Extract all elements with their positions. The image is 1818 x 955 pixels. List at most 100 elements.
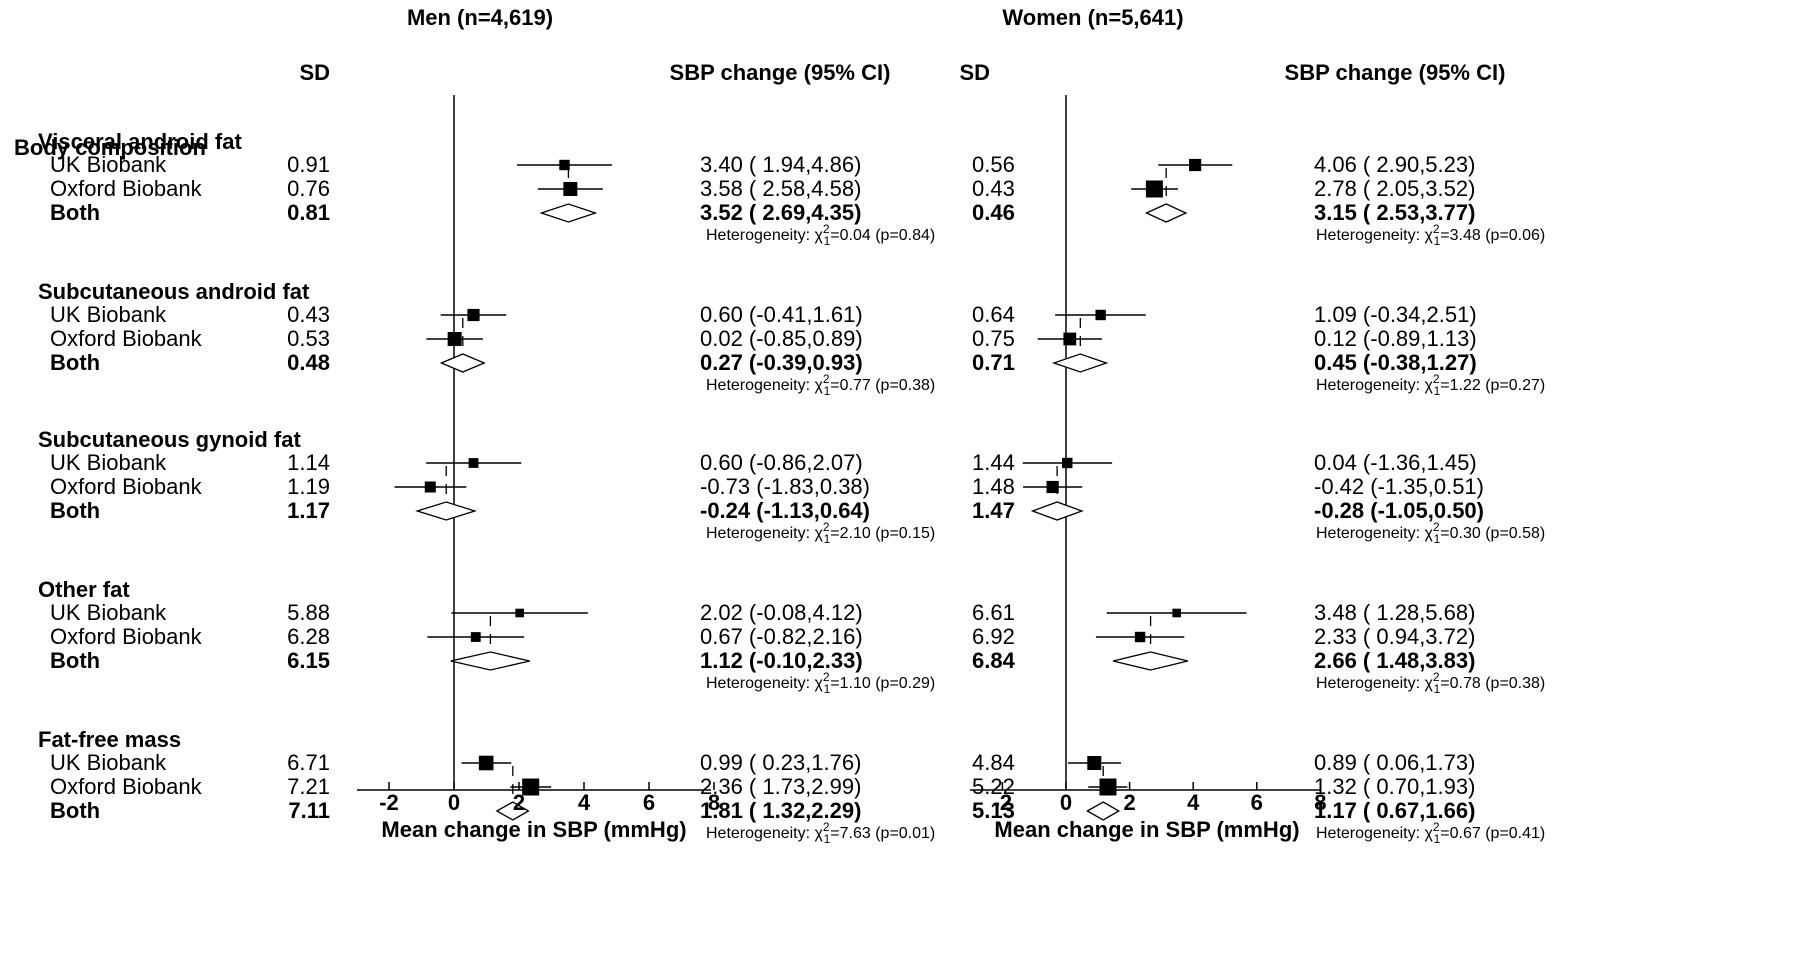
ci-value: 0.60 (-0.86,2.07) — [700, 450, 863, 475]
x-tick-label: 8 — [708, 790, 720, 815]
sd-value: 6.15 — [287, 648, 330, 673]
pooled-diamond — [1085, 801, 1121, 821]
row-label: UK Biobank — [50, 600, 167, 625]
pooled-diamond — [439, 353, 486, 373]
heterogeneity-text: Heterogeneity: χ2 1=3.48 (p=0.06) — [1316, 222, 1545, 248]
panel-title: Women (n=5,641) — [1002, 5, 1183, 30]
section-label: Visceral android fat — [38, 129, 242, 154]
ci-value: 1.32 ( 0.70,1.93) — [1314, 774, 1475, 799]
heterogeneity-text: Heterogeneity: χ2 1=7.63 (p=0.01) — [706, 820, 935, 846]
heterogeneity-text: Heterogeneity: χ2 1=0.78 (p=0.38) — [1316, 670, 1545, 696]
heterogeneity-text: Heterogeneity: χ2 1=2.10 (p=0.15) — [706, 520, 935, 546]
row-label: Oxford Biobank — [50, 774, 203, 799]
heterogeneity-text: Heterogeneity: χ2 1=0.04 (p=0.84) — [706, 222, 935, 248]
estimate-square — [424, 481, 436, 493]
estimate-square — [1087, 756, 1102, 770]
ci-value: 0.27 (-0.39,0.93) — [700, 350, 863, 375]
estimate-square — [563, 182, 578, 196]
sd-value: 1.19 — [287, 474, 330, 499]
ci-value: 2.02 (-0.08,4.12) — [700, 600, 863, 625]
row-label: UK Biobank — [50, 152, 167, 177]
x-tick-label: 2 — [1123, 790, 1135, 815]
sd-value: 6.61 — [972, 600, 1015, 625]
x-axis-label: Mean change in SBP (mmHg) — [994, 817, 1299, 842]
pooled-diamond — [495, 801, 530, 821]
section-label: Subcutaneous gynoid fat — [38, 427, 301, 452]
estimate-square — [1046, 480, 1059, 494]
category-header: Body composition — [14, 135, 206, 160]
row-label: Both — [50, 648, 100, 673]
estimate-square — [515, 608, 524, 618]
sd-value: 1.17 — [287, 498, 330, 523]
heterogeneity-text: Heterogeneity: χ2 1=0.77 (p=0.38) — [706, 372, 935, 398]
ci-value: 1.09 (-0.34,2.51) — [1314, 302, 1477, 327]
sd-value: 0.56 — [972, 152, 1015, 177]
heterogeneity-text: Heterogeneity: χ2 1=1.10 (p=0.29) — [706, 670, 935, 696]
row-label: UK Biobank — [50, 750, 167, 775]
estimate-square — [470, 632, 481, 642]
row-label: Oxford Biobank — [50, 474, 203, 499]
sd-value: 7.11 — [288, 798, 330, 823]
sd-value: 0.64 — [972, 302, 1015, 327]
row-label: Oxford Biobank — [50, 176, 203, 201]
x-tick-label: 6 — [1251, 790, 1263, 815]
sd-value: 7.21 — [287, 774, 330, 799]
row-label: Oxford Biobank — [50, 326, 203, 351]
pooled-diamond — [415, 501, 477, 521]
estimate-square — [1172, 608, 1181, 618]
ci-value: -0.28 (-1.05,0.50) — [1314, 498, 1484, 523]
estimate-square — [1189, 158, 1202, 172]
x-tick-label: -2 — [993, 790, 1013, 815]
panel-men: Men (n=4,619) SD SBP change (95% CI) Viscer… — [38, 5, 935, 846]
x-tick-label: 4 — [578, 790, 591, 815]
row-label: Both — [50, 798, 100, 823]
ci-value: -0.73 (-1.83,0.38) — [700, 474, 870, 499]
sd-value: 6.84 — [972, 648, 1016, 673]
estimate-square — [1063, 332, 1077, 346]
pooled-diamond — [539, 203, 598, 223]
ci-value: 0.67 (-0.82,2.16) — [700, 624, 863, 649]
estimate-square — [478, 755, 494, 771]
pooled-diamond — [450, 651, 530, 671]
estimate-square — [468, 458, 479, 468]
x-axis-label: Mean change in SBP (mmHg) — [381, 817, 686, 842]
sd-value: 6.28 — [287, 624, 330, 649]
row-label: Oxford Biobank — [50, 624, 203, 649]
sd-value: 6.92 — [972, 624, 1015, 649]
row-label: Both — [50, 498, 100, 523]
sd-value: 1.48 — [972, 474, 1015, 499]
x-tick-label: 6 — [643, 790, 655, 815]
estimate-square — [1145, 180, 1163, 198]
section-label: Subcutaneous android fat — [38, 279, 310, 304]
pooled-diamond — [1112, 651, 1188, 671]
ci-value: 2.78 ( 2.05,3.52) — [1314, 176, 1475, 201]
ci-value: 0.45 (-0.38,1.27) — [1314, 350, 1477, 375]
sd-value: 1.44 — [972, 450, 1015, 475]
pooled-diamond — [1051, 353, 1109, 373]
sd-value: 0.43 — [287, 302, 330, 327]
ci-value: 3.48 ( 1.28,5.68) — [1314, 600, 1475, 625]
panel-women: Women (n=5,641) SD SBP change (95% CI) 0.56… — [959, 5, 1545, 846]
estimate-square — [447, 332, 462, 346]
pooled-diamond — [1030, 501, 1084, 521]
ci-value: 3.58 ( 2.58,4.58) — [700, 176, 861, 201]
ci-value: 2.36 ( 1.73,2.99) — [700, 774, 861, 799]
ci-value: 2.66 ( 1.48,3.83) — [1314, 648, 1475, 673]
row-label: UK Biobank — [50, 302, 167, 327]
ci-value: 0.99 ( 0.23,1.76) — [700, 750, 861, 775]
section-label: Fat-free mass — [38, 727, 181, 752]
x-tick-label: 4 — [1187, 790, 1200, 815]
row-label: Both — [50, 200, 100, 225]
sd-value: 1.14 — [287, 450, 330, 475]
row-label: Both — [50, 350, 100, 375]
ci-value: 4.06 ( 2.90,5.23) — [1314, 152, 1475, 177]
ci-value: 0.89 ( 0.06,1.73) — [1314, 750, 1475, 775]
ci-value: -0.42 (-1.35,0.51) — [1314, 474, 1484, 499]
ci-value: 1.17 ( 0.67,1.66) — [1314, 798, 1475, 823]
sd-column-header: SD — [959, 60, 990, 85]
estimate-square — [522, 778, 540, 796]
ci-value: 1.12 (-0.10,2.33) — [700, 648, 863, 673]
ci-value: 0.04 (-1.36,1.45) — [1314, 450, 1477, 475]
ci-value: -0.24 (-1.13,0.64) — [700, 498, 870, 523]
